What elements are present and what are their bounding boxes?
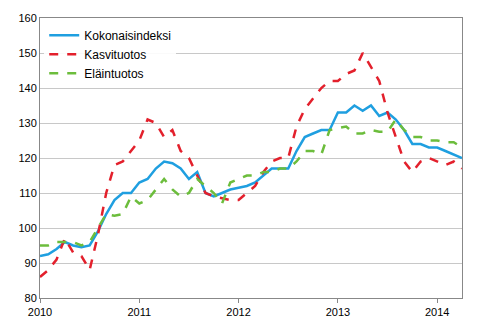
svg-text:120: 120 xyxy=(18,152,36,164)
svg-text:110: 110 xyxy=(19,187,37,199)
svg-text:Kokonaisindeksi: Kokonaisindeksi xyxy=(84,29,171,43)
svg-text:2010: 2010 xyxy=(28,306,52,318)
svg-text:2014: 2014 xyxy=(425,306,449,318)
svg-text:130: 130 xyxy=(18,117,36,129)
svg-text:140: 140 xyxy=(18,82,36,94)
svg-text:100: 100 xyxy=(18,222,36,234)
svg-text:2013: 2013 xyxy=(326,306,350,318)
svg-text:150: 150 xyxy=(18,47,36,59)
svg-text:Eläintuotos: Eläintuotos xyxy=(84,67,143,81)
svg-text:Kasvituotos: Kasvituotos xyxy=(84,48,146,62)
svg-text:80: 80 xyxy=(25,292,37,304)
svg-text:160: 160 xyxy=(18,12,36,24)
svg-text:2012: 2012 xyxy=(226,306,250,318)
svg-text:2011: 2011 xyxy=(127,306,151,318)
svg-text:90: 90 xyxy=(25,257,37,269)
